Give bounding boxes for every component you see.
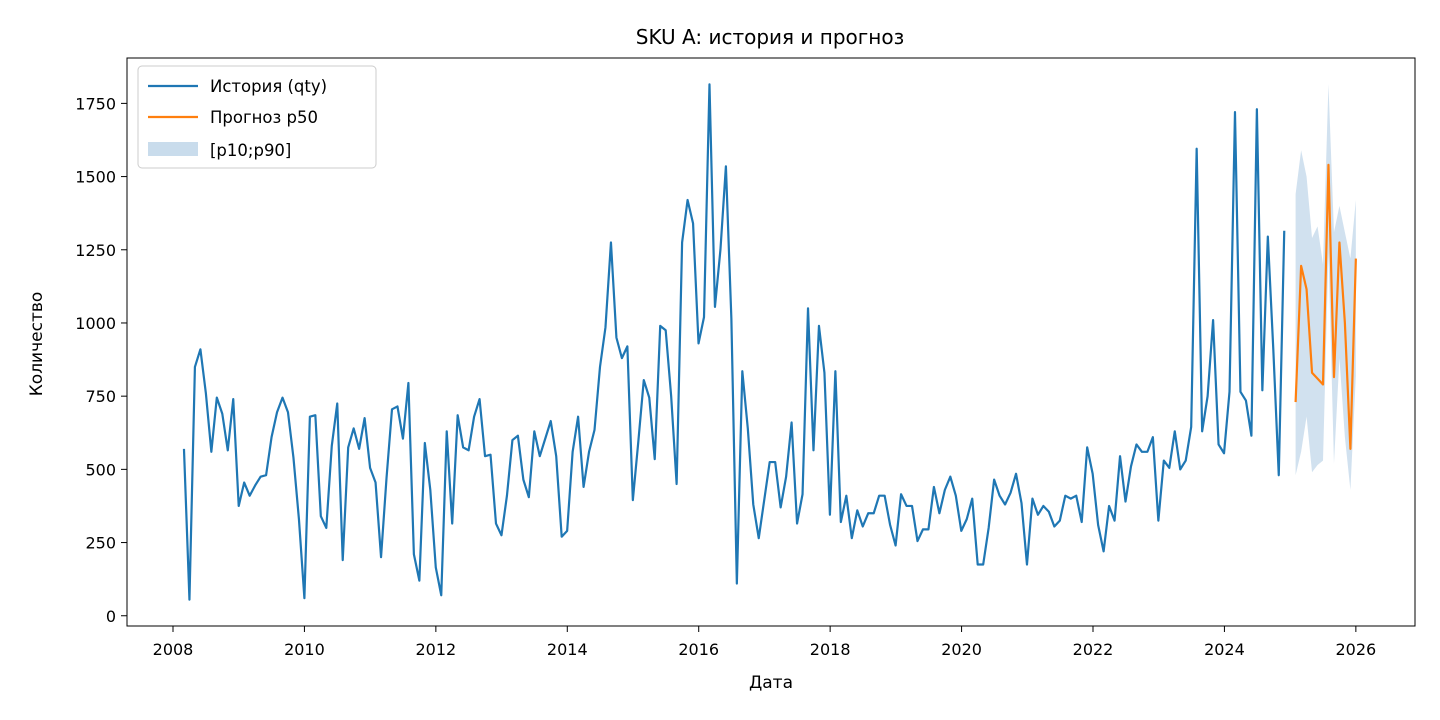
x-tick-label: 2012 — [415, 640, 456, 659]
x-tick-label: 2020 — [941, 640, 982, 659]
legend-label-band: [p10;p90] — [210, 141, 291, 160]
x-tick-label: 2014 — [547, 640, 588, 659]
y-tick-label: 500 — [85, 460, 116, 479]
legend-swatch-band — [148, 142, 198, 156]
x-tick-label: 2026 — [1335, 640, 1376, 659]
legend-label-history: История (qty) — [210, 77, 327, 96]
y-tick-label: 1500 — [75, 168, 116, 187]
x-tick-label: 2010 — [284, 640, 325, 659]
y-tick-label: 1250 — [75, 241, 116, 260]
plot-frame — [126, 57, 1416, 627]
y-tick-label: 750 — [85, 387, 116, 406]
y-tick-label: 1000 — [75, 314, 116, 333]
x-axis: 2008 2010 2012 2014 2016 2018 2020 2022 2024 2026 — [153, 626, 1376, 659]
x-tick-label: 2022 — [1073, 640, 1114, 659]
chart-title: SKU A: история и прогноз — [636, 25, 904, 49]
legend: История (qty) Прогноз p50 [p10;p90] — [137, 65, 377, 169]
forecast-series-line — [1294, 163, 1357, 450]
x-tick-label: 2018 — [810, 640, 851, 659]
y-axis-label: Количество — [27, 292, 47, 397]
y-tick-label: 0 — [106, 607, 116, 626]
x-tick-label: 2016 — [678, 640, 719, 659]
history-series-line — [182, 83, 1286, 601]
x-axis-label: Дата — [749, 673, 793, 693]
x-tick-label: 2024 — [1204, 640, 1245, 659]
y-tick-label: 250 — [85, 534, 116, 553]
plot-area — [126, 57, 1416, 627]
legend-label-forecast: Прогноз p50 — [210, 108, 318, 127]
y-axis: 0 250 500 750 1000 1250 1500 1750 — [75, 94, 127, 626]
y-tick-label: 1750 — [75, 94, 116, 113]
x-tick-label: 2008 — [153, 640, 194, 659]
